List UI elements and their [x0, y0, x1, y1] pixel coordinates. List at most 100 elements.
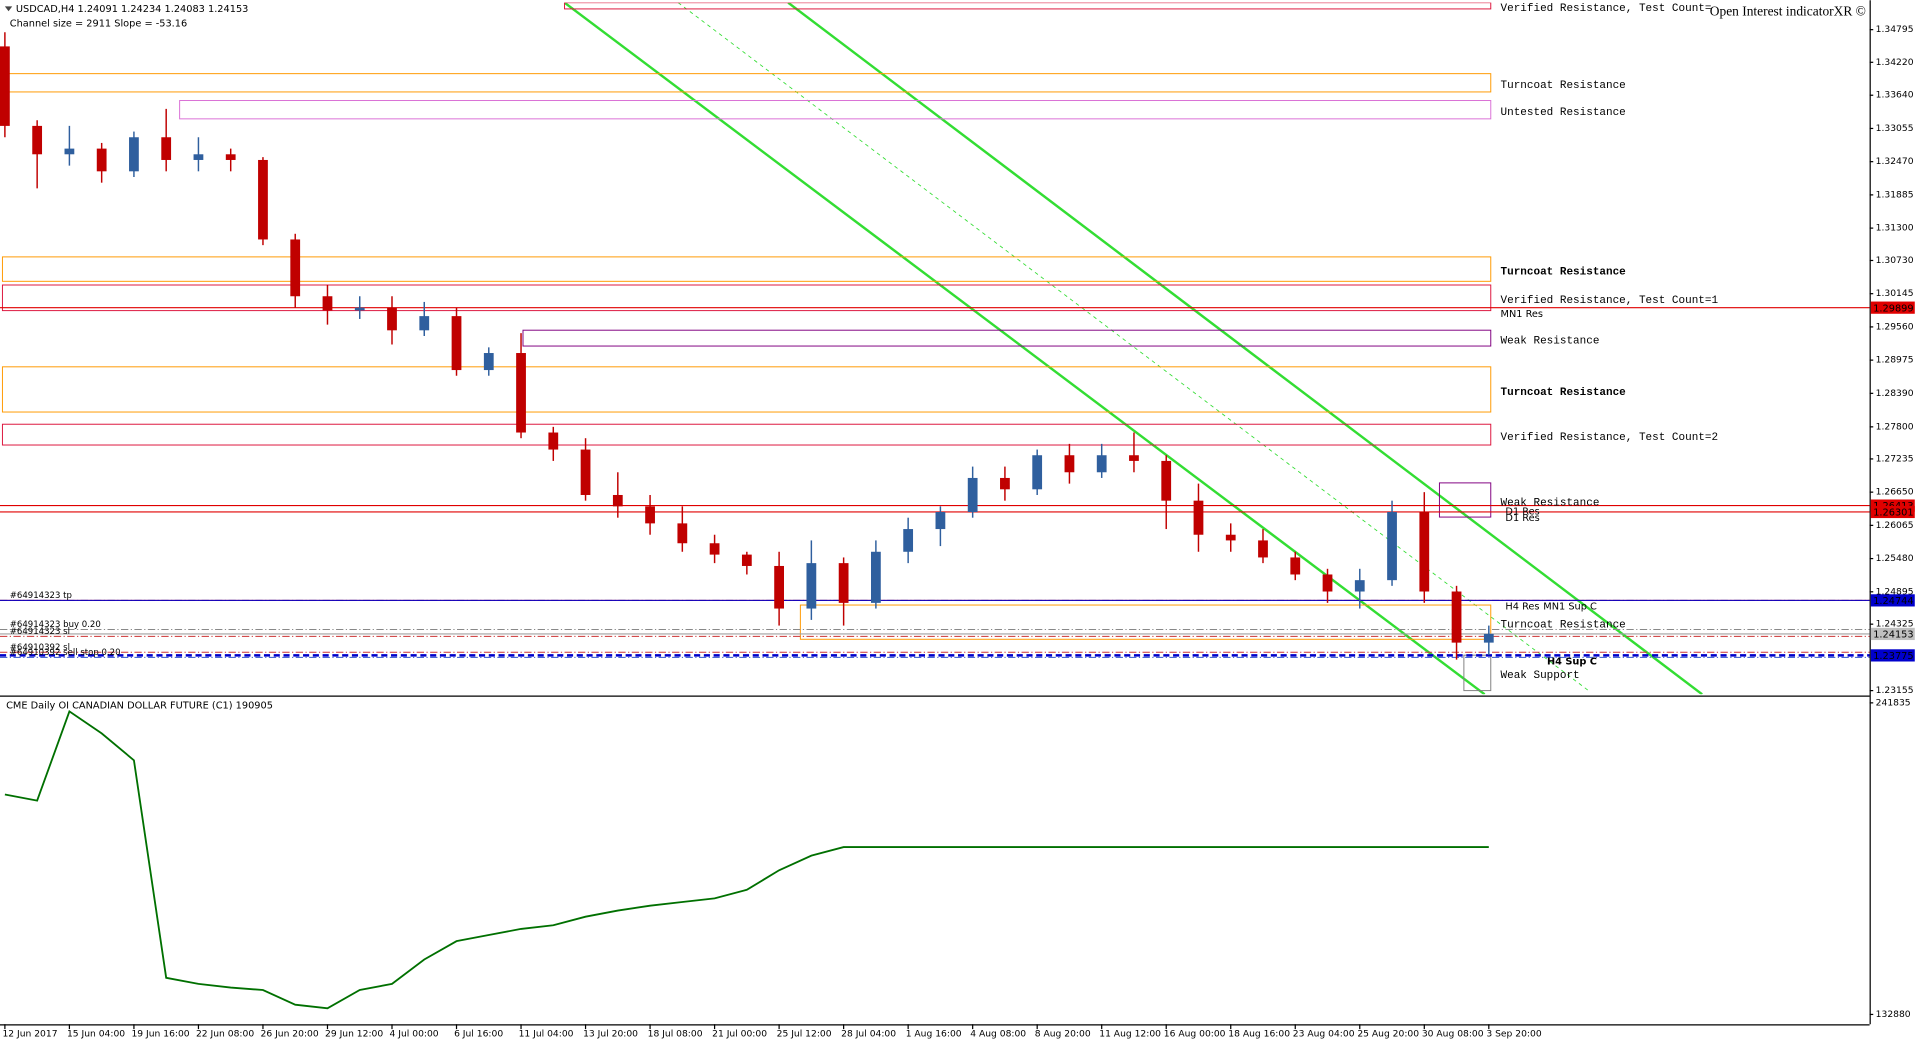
price-box: [1870, 594, 1915, 607]
zone-label: Weak Resistance: [1501, 497, 1600, 509]
candle-body: [677, 523, 688, 544]
candle-body: [64, 148, 75, 155]
price-box-label: 1.24744: [1873, 596, 1913, 607]
candle-body: [1096, 455, 1107, 473]
x-tick-label: 23 Aug 04:00: [1293, 1028, 1355, 1039]
oi-line: [4, 710, 1489, 1010]
candle-body: [645, 506, 655, 524]
x-tick-label: 25 Jul 12:00: [777, 1028, 832, 1039]
candle-body: [451, 316, 462, 371]
candle-body: [96, 148, 107, 172]
candle-body: [1387, 512, 1397, 581]
zone-label: Verified Resistance, Test Count=2: [1501, 432, 1719, 444]
y-tick-label: 132880: [1876, 1009, 1911, 1020]
y-tick-label: 1.23155: [1876, 685, 1914, 696]
y-tick-label: 1.28975: [1876, 355, 1914, 366]
x-tick-label: 4 Aug 08:00: [970, 1028, 1026, 1039]
main-pane: [0, 2, 1870, 692]
candle-body: [1225, 534, 1236, 541]
y-tick-label: 1.34220: [1876, 57, 1914, 68]
y-tick-label: 1.30145: [1876, 288, 1914, 299]
candle-body: [870, 551, 881, 603]
y-tick-label: 1.34795: [1876, 24, 1914, 35]
x-tick-label: 25 Aug 20:00: [1357, 1028, 1419, 1039]
y-tick-label: 1.26065: [1876, 520, 1914, 531]
zone: [1, 284, 1492, 312]
x-tick-label: 1 Aug 16:00: [906, 1028, 962, 1039]
candle-body: [1354, 580, 1365, 592]
order-label: #64914323 sl: [10, 627, 70, 637]
y-tick-label: 1.25480: [1876, 553, 1914, 564]
candle-body: [806, 563, 817, 609]
zone: [1438, 482, 1492, 518]
candle-body: [516, 353, 526, 433]
candle-body: [967, 477, 978, 513]
chart-subtitle: Channel size = 2911 Slope = -53.16: [10, 18, 187, 29]
channel-line: [787, 2, 1703, 695]
zone-label: Untested Resistance: [1501, 107, 1626, 119]
x-tick-label: 26 Jun 20:00: [261, 1028, 319, 1039]
level-label: D1 Res: [1505, 513, 1539, 524]
x-tick-label: 11 Aug 12:00: [1099, 1028, 1161, 1039]
chart-title: USDCAD,H4 1.24091 1.24234 1.24083 1.2415…: [16, 4, 249, 15]
candle-body: [1032, 455, 1043, 490]
candle-body: [1483, 633, 1494, 643]
x-tick-label: 15 Jun 04:00: [67, 1028, 125, 1039]
candle-body: [193, 154, 204, 160]
candle-body: [741, 554, 752, 566]
zone: [1, 256, 1492, 282]
order-label: #64914323 buy 0.20: [10, 620, 101, 630]
y-tick-label: 1.33055: [1876, 123, 1914, 134]
candle-body: [1129, 455, 1139, 461]
level-label: H4 Res: [1505, 601, 1539, 612]
zone-label: Turncoat Resistance: [1501, 80, 1626, 92]
candle-body: [161, 137, 172, 160]
zone-label: Verified Resistance, Test Count=: [1501, 3, 1712, 15]
indicator-label: Open Interest indicatorXR ©: [1710, 4, 1866, 19]
candle-body: [1193, 500, 1204, 535]
candle-body: [935, 512, 946, 530]
candle-body: [1000, 477, 1010, 490]
candle-body: [1322, 574, 1333, 592]
x-tick-label: 4 Jul 00:00: [390, 1028, 439, 1039]
zone-label: Verified Resistance, Test Count=1: [1501, 295, 1719, 307]
x-tick-label: 29 Jun 12:00: [325, 1028, 383, 1039]
candle-body: [1161, 460, 1172, 501]
x-tick-label: 3 Sep 20:00: [1486, 1028, 1541, 1039]
x-tick-label: 30 Aug 08:00: [1422, 1028, 1484, 1039]
candle-body: [838, 563, 849, 603]
candle-body: [580, 449, 591, 495]
y-tick-label: 1.31885: [1876, 189, 1914, 200]
x-tick-label: 18 Jul 08:00: [648, 1028, 703, 1039]
candle-body: [1419, 512, 1430, 592]
level-label: H4 Sup C: [1547, 657, 1597, 668]
zone: [1, 366, 1492, 413]
x-tick-label: 22 Jun 08:00: [196, 1028, 254, 1039]
zone: [522, 329, 1492, 347]
x-tick-label: 28 Jul 04:00: [841, 1028, 896, 1039]
x-tick-label: 6 Jul 16:00: [454, 1028, 503, 1039]
level-label: MN1 Sup C: [1543, 601, 1597, 612]
candle-body: [322, 296, 333, 311]
y-tick-label: 1.32470: [1876, 156, 1914, 167]
y-tick-label: 1.27235: [1876, 453, 1914, 464]
x-tick-label: 8 Aug 20:00: [1035, 1028, 1091, 1039]
candle-body: [0, 46, 10, 126]
order-label: #64910392 sl: [10, 643, 70, 653]
candle-body: [774, 565, 784, 609]
y-tick-label: 1.33640: [1876, 90, 1914, 101]
candle-body: [483, 353, 494, 371]
y-tick-label: 241835: [1876, 697, 1911, 708]
zone-label: Weak Support: [1501, 670, 1580, 682]
menu-arrow[interactable]: [4, 6, 13, 12]
candle-body: [290, 239, 301, 297]
x-tick-label: 12 Jun 2017: [2, 1028, 57, 1039]
price-box: [1870, 627, 1915, 641]
y-tick-label: 1.30730: [1876, 255, 1914, 266]
zone: [179, 100, 1492, 120]
price-box-label: 1.26301: [1873, 508, 1913, 519]
zone-label: Turncoat Resistance: [1501, 620, 1626, 632]
